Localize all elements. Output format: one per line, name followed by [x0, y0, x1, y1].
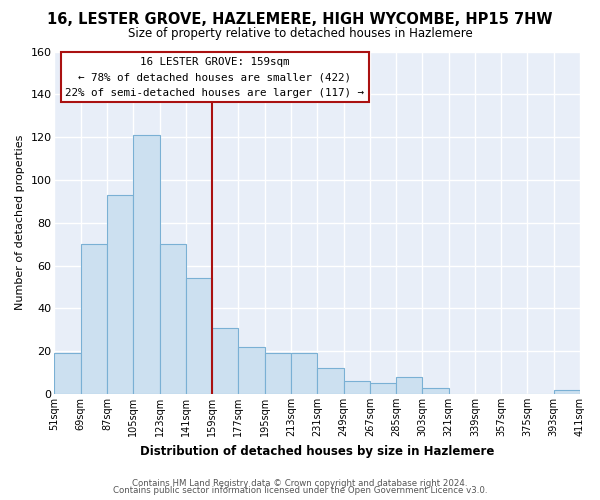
Bar: [81, 244, 107, 394]
Bar: [422, 388, 449, 394]
Bar: [55, 354, 81, 394]
Text: Contains public sector information licensed under the Open Government Licence v3: Contains public sector information licen…: [113, 486, 487, 495]
Y-axis label: Number of detached properties: Number of detached properties: [15, 135, 25, 310]
Bar: [291, 354, 317, 394]
Bar: [107, 195, 133, 394]
Text: 16 LESTER GROVE: 159sqm
← 78% of detached houses are smaller (422)
22% of semi-d: 16 LESTER GROVE: 159sqm ← 78% of detache…: [65, 56, 364, 98]
Bar: [186, 278, 212, 394]
X-axis label: Distribution of detached houses by size in Hazlemere: Distribution of detached houses by size …: [140, 444, 494, 458]
Bar: [554, 390, 580, 394]
Bar: [370, 384, 396, 394]
Bar: [133, 135, 160, 394]
Bar: [396, 377, 422, 394]
Text: Contains HM Land Registry data © Crown copyright and database right 2024.: Contains HM Land Registry data © Crown c…: [132, 478, 468, 488]
Bar: [238, 347, 265, 394]
Bar: [317, 368, 344, 394]
Text: Size of property relative to detached houses in Hazlemere: Size of property relative to detached ho…: [128, 28, 472, 40]
Bar: [212, 328, 238, 394]
Bar: [160, 244, 186, 394]
Bar: [265, 354, 291, 394]
Text: 16, LESTER GROVE, HAZLEMERE, HIGH WYCOMBE, HP15 7HW: 16, LESTER GROVE, HAZLEMERE, HIGH WYCOMB…: [47, 12, 553, 28]
Bar: [344, 381, 370, 394]
